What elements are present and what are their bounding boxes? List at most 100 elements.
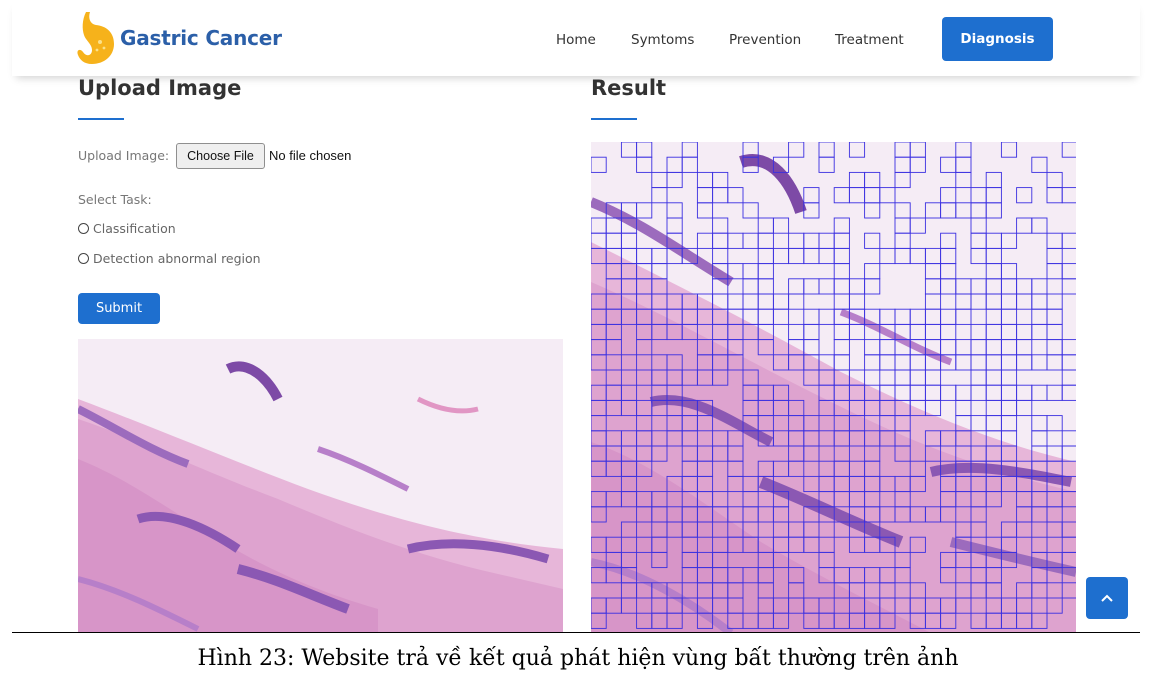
- detection-cell: [696, 612, 714, 629]
- detection-grid: [591, 142, 1076, 629]
- detection-cell: [605, 339, 622, 356]
- detection-cell: [666, 171, 683, 189]
- detection-cell: [1061, 142, 1076, 158]
- detection-cell: [1061, 187, 1076, 204]
- detection-cell: [681, 156, 698, 173]
- nav-home[interactable]: Home: [556, 32, 596, 48]
- detection-cell: [591, 354, 607, 371]
- detection-cell: [591, 156, 607, 173]
- detection-cell: [742, 202, 759, 219]
- detection-cell: [1016, 187, 1033, 204]
- detection-cell: [681, 247, 698, 265]
- detection-cell: [909, 217, 926, 234]
- detection-cell: [864, 232, 881, 249]
- detection-cell: [879, 612, 896, 629]
- figure-divider: [12, 632, 1140, 633]
- detection-cell: [727, 354, 744, 371]
- nav-treatment[interactable]: Treatment: [835, 32, 904, 48]
- detection-cell: [1046, 415, 1063, 432]
- detection-cell: [1000, 551, 1018, 569]
- detection-cell: [620, 521, 638, 538]
- detection-cell: [772, 217, 790, 234]
- detection-cell: [1031, 612, 1048, 629]
- radio-circle-icon[interactable]: [78, 253, 89, 264]
- stomach-logo-icon[interactable]: [70, 10, 120, 66]
- upload-image-label: Upload Image:: [78, 148, 170, 163]
- detection-cell: [651, 445, 668, 462]
- detection-cell: [909, 156, 926, 173]
- detection-cell: [696, 415, 714, 432]
- detection-cell: [879, 187, 896, 204]
- detection-cell: [940, 506, 957, 523]
- detection-cell: [712, 369, 729, 386]
- detection-cell: [788, 460, 805, 477]
- radio-label: Detection abnormal region: [93, 251, 261, 266]
- detection-cell: [1031, 217, 1048, 234]
- figure-caption: Hình 23: Website trả về kết quả phát hiệ…: [197, 646, 959, 671]
- nav-symtoms[interactable]: Symtoms: [631, 32, 695, 48]
- detection-cell: [788, 142, 805, 158]
- detection-cell: [909, 536, 926, 553]
- brand-title[interactable]: Gastric Cancer: [120, 26, 282, 50]
- file-status: No file chosen: [269, 148, 352, 163]
- scroll-to-top-button[interactable]: [1086, 577, 1128, 619]
- result-image: [591, 142, 1076, 633]
- detection-cell: [591, 506, 607, 523]
- detection-cell: [803, 202, 820, 219]
- detection-cell: [727, 187, 744, 204]
- detection-cell: [1061, 384, 1076, 401]
- detection-cell: [742, 156, 759, 173]
- detection-cell: [1061, 278, 1076, 295]
- detection-cell: [772, 156, 790, 173]
- radio-circle-icon[interactable]: [78, 223, 89, 234]
- detection-cell: [894, 171, 911, 189]
- result-section-title: Result: [591, 76, 667, 100]
- detection-cell: [864, 202, 881, 219]
- detection-cell: [1046, 597, 1063, 614]
- detection-cell: [879, 536, 896, 553]
- chevron-up-icon: [1101, 594, 1113, 602]
- detection-cell: [894, 567, 911, 584]
- detection-cell: [955, 308, 972, 325]
- detection-cell: [636, 460, 653, 477]
- detection-cell: [1061, 445, 1076, 462]
- detection-cell: [1031, 156, 1048, 173]
- detection-cell: [924, 445, 942, 462]
- detection-cell: [970, 521, 987, 538]
- uploaded-image: [78, 339, 563, 633]
- detection-cell: [772, 551, 790, 569]
- detection-cell: [636, 156, 653, 173]
- detection-cell: [848, 142, 866, 158]
- detection-cell: [666, 612, 683, 629]
- detection-cell: [620, 354, 638, 371]
- detection-cell: [1061, 491, 1076, 508]
- detection-cell: [788, 293, 805, 310]
- detection-cell: [924, 399, 942, 417]
- detection-cell: [955, 171, 972, 189]
- detection-cell: [1046, 567, 1063, 584]
- detection-cell: [955, 597, 972, 614]
- nav-prevention[interactable]: Prevention: [729, 32, 802, 48]
- detection-cell: [1031, 582, 1048, 599]
- navbar: Gastric Cancer Home Symtoms Prevention T…: [12, 0, 1140, 76]
- detection-cell: [696, 521, 714, 538]
- detection-cell: [940, 612, 957, 629]
- submit-button[interactable]: Submit: [78, 293, 160, 324]
- choose-file-button[interactable]: Choose File: [176, 143, 265, 169]
- detection-cell: [818, 506, 835, 523]
- radio-classification[interactable]: Classification: [78, 221, 176, 236]
- detection-cell: [651, 551, 668, 569]
- detection-cell: [651, 187, 668, 204]
- detection-cell: [772, 612, 790, 629]
- title-underline: [78, 118, 124, 120]
- detection-cell: [848, 323, 866, 341]
- detection-cell: [1016, 521, 1033, 538]
- detection-cell: [940, 567, 957, 584]
- diagnosis-button[interactable]: Diagnosis: [942, 17, 1053, 61]
- detection-cell: [985, 202, 1002, 219]
- radio-detection[interactable]: Detection abnormal region: [78, 251, 261, 266]
- detection-cell: [757, 475, 774, 493]
- detection-cell: [803, 445, 820, 462]
- detection-cell: [909, 475, 926, 493]
- detection-cell: [1061, 582, 1076, 599]
